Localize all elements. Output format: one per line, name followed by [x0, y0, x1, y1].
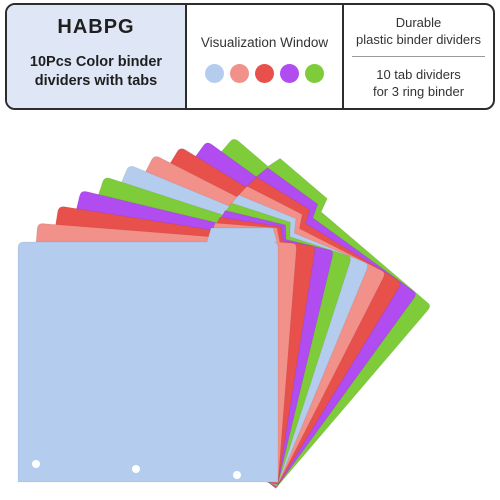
- feature-durable-line-1: Durable: [395, 14, 442, 30]
- hole-punch: [32, 460, 40, 468]
- binder-dividers-photo: [17, 138, 431, 490]
- brand-panel: HABPG 10Pcs Color binder dividers with t…: [7, 5, 187, 108]
- features-divider: [352, 56, 485, 57]
- visualization-window-panel: Visualization Window: [187, 5, 344, 108]
- swatch-green: [305, 64, 324, 83]
- visualization-window-title: Visualization Window: [200, 35, 329, 50]
- features-panel: Durable plastic binder dividers 10 tab d…: [344, 5, 493, 108]
- feature-tab-count: 10 tab dividers for 3 ring binder: [344, 57, 493, 108]
- swatch-light-blue: [205, 64, 224, 83]
- hole-punch: [233, 471, 241, 479]
- hole-punch: [132, 465, 140, 473]
- feature-tab-count-line-2: for 3 ring binder: [372, 83, 465, 99]
- tagline-line-1: 10Pcs Color binder: [29, 54, 163, 70]
- feature-tab-count-line-1: 10 tab dividers: [376, 66, 461, 82]
- brand-tagline: 10Pcs Color binder dividers with tabs: [11, 53, 181, 91]
- product-info-banner: HABPG 10Pcs Color binder dividers with t…: [5, 3, 495, 110]
- feature-durable: Durable plastic binder dividers: [344, 5, 493, 56]
- swatch-red: [255, 64, 274, 83]
- binder-hole-punches: [32, 460, 241, 479]
- feature-durable-line-2: plastic binder dividers: [355, 31, 481, 47]
- swatch-purple: [280, 64, 299, 83]
- swatch-pink: [230, 64, 249, 83]
- divider-fan: [17, 138, 431, 490]
- divider-sheet: [17, 227, 279, 483]
- brand-name: HABPG: [57, 16, 135, 38]
- tagline-line-2: dividers with tabs: [34, 73, 158, 89]
- color-swatches: [205, 64, 324, 83]
